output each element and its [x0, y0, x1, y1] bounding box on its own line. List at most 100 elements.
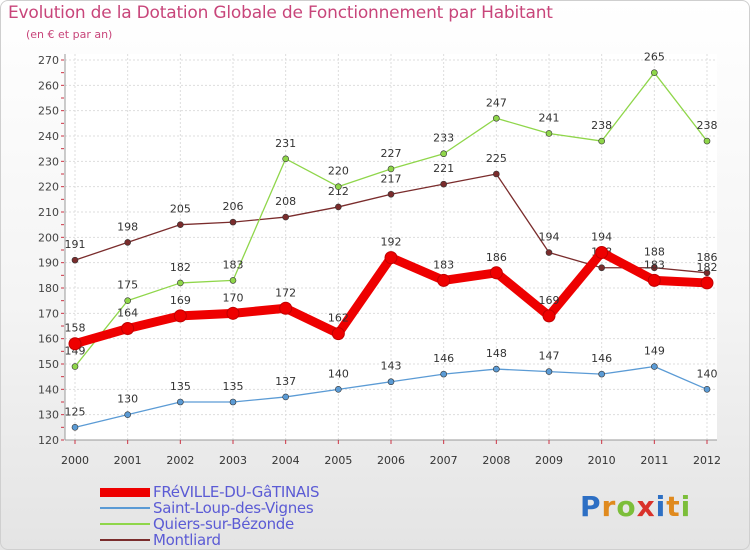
legend-swatch — [100, 487, 150, 497]
data-point — [124, 297, 131, 304]
chart-subtitle: (en € et par an) — [26, 28, 113, 41]
data-point — [545, 249, 553, 256]
data-point — [279, 301, 293, 315]
data-label: 198 — [117, 220, 138, 233]
x-tick-label: 2010 — [588, 454, 616, 467]
data-label: 183 — [223, 258, 244, 271]
data-label: 227 — [381, 147, 402, 160]
data-label: 183 — [433, 258, 454, 271]
legend-swatch — [100, 523, 150, 525]
data-point — [598, 370, 605, 378]
data-label: 169 — [539, 294, 560, 307]
data-point — [703, 386, 711, 393]
data-label: 225 — [486, 152, 507, 165]
data-point — [493, 170, 500, 178]
logo-letter: r — [601, 490, 617, 523]
x-tick-label: 2002 — [166, 454, 194, 467]
x-tick-label: 2000 — [61, 454, 89, 467]
data-label: 140 — [328, 367, 349, 380]
data-label: 221 — [433, 162, 454, 175]
data-label: 170 — [223, 291, 244, 304]
data-label: 217 — [381, 172, 402, 185]
data-label: 265 — [644, 51, 665, 64]
data-point — [493, 114, 500, 122]
data-point — [489, 266, 503, 280]
data-label: 191 — [65, 238, 86, 251]
data-label: 169 — [170, 294, 191, 307]
chart-title: Evolution de la Dotation Globale de Fonc… — [8, 3, 553, 23]
data-label: 212 — [328, 185, 349, 198]
data-point — [647, 273, 661, 287]
data-point — [493, 365, 500, 373]
x-tick-label: 2008 — [482, 454, 510, 467]
data-point — [282, 155, 289, 163]
data-point — [440, 370, 447, 378]
data-label: 205 — [170, 203, 191, 216]
data-point — [331, 327, 345, 341]
y-tick-label: 250 — [38, 105, 59, 118]
data-point — [387, 378, 395, 386]
y-tick-label: 170 — [38, 307, 59, 320]
data-label: 233 — [433, 132, 454, 145]
y-tick-label: 230 — [38, 155, 59, 168]
data-label: 208 — [275, 195, 296, 208]
y-tick-label: 130 — [38, 409, 59, 422]
proxiti-logo: Proxiti — [580, 490, 691, 523]
data-point — [703, 269, 711, 277]
data-label: 125 — [65, 405, 86, 418]
data-point — [440, 180, 447, 188]
legend-label: Saint-Loup-des-Vignes — [153, 499, 314, 517]
y-tick-label: 150 — [38, 358, 59, 371]
x-tick-label: 2007 — [430, 454, 458, 467]
data-point — [229, 398, 237, 406]
data-point — [651, 363, 658, 370]
data-point — [335, 203, 342, 211]
data-label: 206 — [223, 200, 244, 213]
data-label: 137 — [275, 375, 296, 388]
logo-letter: x — [636, 490, 656, 523]
data-label: 220 — [328, 165, 349, 178]
data-label: 188 — [644, 246, 665, 259]
data-label: 140 — [697, 367, 718, 380]
x-tick-label: 2005 — [324, 454, 352, 467]
data-point — [545, 368, 553, 375]
legend-swatch — [100, 507, 150, 509]
data-point — [335, 183, 342, 190]
data-point — [282, 393, 289, 401]
y-tick-label: 270 — [38, 54, 59, 67]
logo-letter: i — [655, 490, 667, 523]
data-label: 135 — [170, 380, 191, 393]
data-point — [595, 246, 609, 260]
y-tick-label: 260 — [38, 79, 59, 92]
y-tick-label: 140 — [38, 383, 59, 396]
data-point — [177, 279, 184, 287]
x-tick-label: 2009 — [535, 454, 563, 467]
data-label: 148 — [486, 347, 507, 360]
data-label: 149 — [644, 345, 665, 358]
data-point — [703, 137, 711, 145]
y-tick-label: 200 — [38, 231, 59, 244]
x-tick-label: 2001 — [114, 454, 142, 467]
data-label: 182 — [697, 261, 718, 274]
data-label: 158 — [65, 322, 86, 335]
data-point — [545, 130, 553, 137]
legend-label: Montliard — [153, 531, 221, 549]
data-label: 147 — [539, 350, 560, 363]
data-point — [226, 306, 240, 320]
x-tick-label: 2012 — [693, 454, 721, 467]
x-tick-label: 2006 — [377, 454, 405, 467]
data-point — [121, 322, 135, 336]
data-label: 146 — [591, 352, 612, 365]
logo-letter: i — [680, 490, 692, 523]
data-point — [651, 264, 658, 272]
data-label: 146 — [433, 352, 454, 365]
x-tick-label: 2004 — [272, 454, 300, 467]
y-tick-label: 160 — [38, 333, 59, 346]
data-label: 183 — [644, 258, 665, 271]
data-point — [71, 363, 79, 370]
data-point — [177, 221, 184, 228]
data-point — [651, 69, 658, 76]
data-label: 130 — [117, 393, 138, 406]
logo-letter: o — [616, 490, 637, 523]
